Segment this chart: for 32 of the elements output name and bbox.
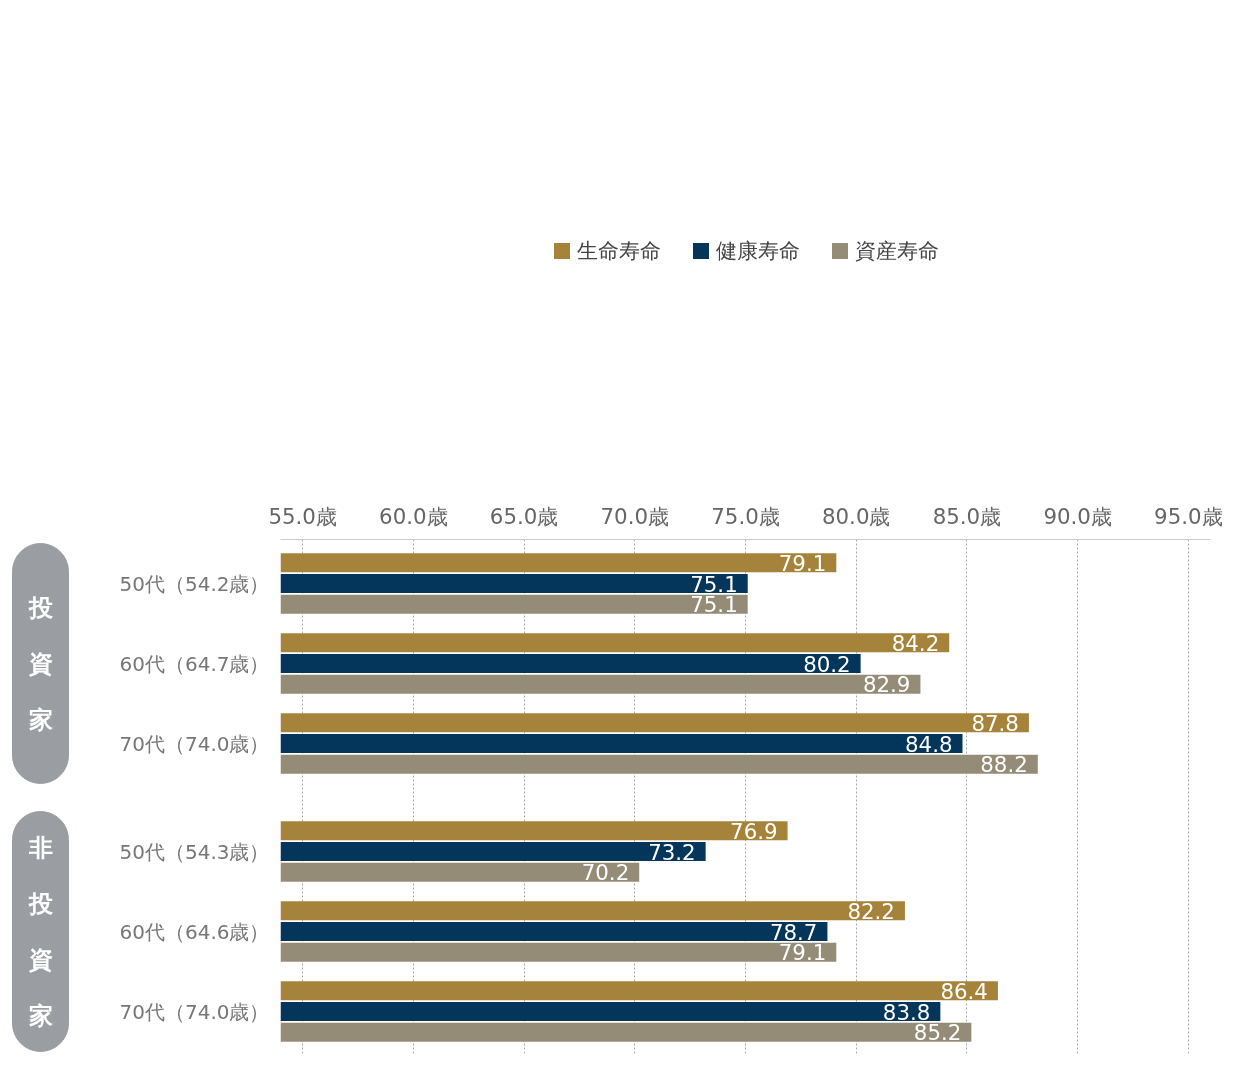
y-tick-label: 50代（54.3歳） — [119, 839, 270, 864]
y-tick-label: 60代（64.6歳） — [119, 919, 270, 944]
text: 投資家 — [27, 593, 54, 734]
x-tick-label: 60.0歳 — [379, 503, 448, 529]
data-label: 73.2 — [648, 839, 696, 865]
data-label: 86.4 — [940, 978, 988, 1004]
x-tick-label: 90.0歳 — [1043, 503, 1112, 529]
data-label: 79.1 — [778, 550, 827, 576]
data-label: 82.9 — [862, 672, 911, 698]
data-label: 84.8 — [905, 731, 953, 757]
legend-label: 生命寿命 — [576, 236, 661, 265]
x-tick-label: 95.0歳 — [1154, 503, 1223, 529]
x-tick-label: 80.0歳 — [821, 503, 891, 529]
y-tick-label: 70代（74.0歳） — [119, 999, 270, 1024]
x-tick-label: 75.0歳 — [711, 503, 780, 529]
x-tick-label: 70.0歳 — [600, 503, 670, 529]
y-tick-label: 50代（54.2歳） — [119, 571, 270, 596]
data-label: 70.2 — [581, 860, 630, 886]
legend-label: 健康寿命 — [715, 236, 800, 265]
data-label: 88.2 — [980, 752, 1028, 778]
legend-label: 資産寿命 — [854, 236, 939, 265]
y-tick-label: 70代（74.0歳） — [119, 731, 270, 756]
data-label: 82.2 — [847, 898, 895, 924]
data-label: 76.9 — [730, 818, 778, 844]
y-tick-label: 60代（64.7歳） — [119, 651, 270, 676]
text: 非投資家 — [27, 833, 54, 1030]
data-label: 80.2 — [803, 651, 851, 677]
x-tick-label: 85.0歳 — [932, 503, 1002, 529]
data-label: 84.2 — [891, 630, 940, 656]
x-tick-label: 55.0歳 — [268, 503, 337, 529]
x-tick-label: 65.0歳 — [489, 503, 559, 529]
data-label: 87.8 — [971, 710, 1019, 736]
